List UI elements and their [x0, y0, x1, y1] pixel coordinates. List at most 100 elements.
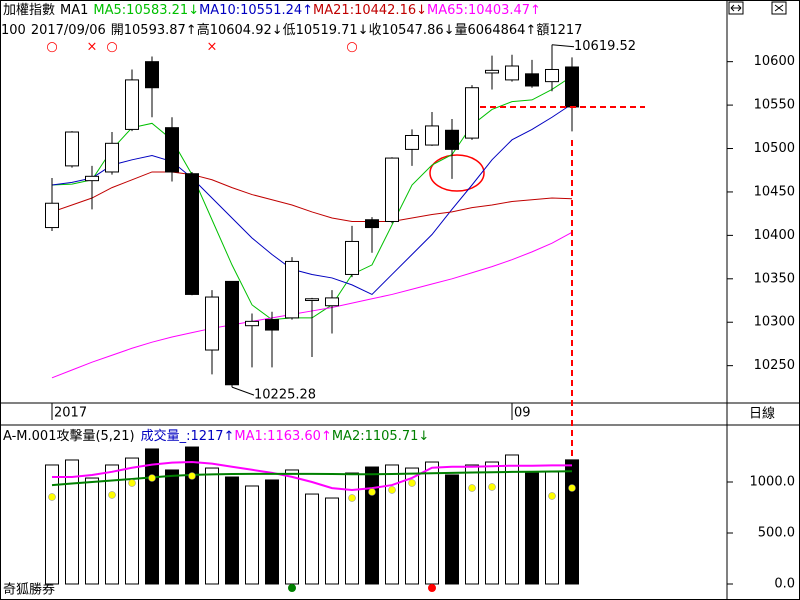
legend-entry: MA2:1105.71↓ — [332, 429, 429, 444]
volume-bar — [425, 461, 439, 585]
x-tick-label: 09 — [514, 406, 531, 421]
candle-body — [325, 297, 339, 307]
candle-body — [565, 66, 579, 108]
candle-body — [365, 219, 379, 229]
annotation-leader — [551, 44, 575, 48]
info-item: 開10593.87↑ — [111, 23, 197, 38]
y-tick-label: 10550 — [754, 98, 795, 113]
volume-bar — [565, 459, 579, 585]
indicator-dot — [108, 491, 116, 499]
candle-body — [105, 142, 119, 173]
volume-bar — [305, 493, 319, 585]
annotation: 10225.28 — [254, 388, 316, 403]
indicator-dot — [128, 479, 136, 487]
y-tick-label: 10300 — [754, 315, 795, 330]
indicator-dot — [548, 492, 556, 500]
ma-line — [51, 470, 573, 487]
indicator-dot — [368, 488, 376, 496]
y-tick-label: 0.0 — [774, 576, 795, 591]
candle-body — [205, 296, 219, 351]
info-item: 100 — [1, 23, 26, 38]
legend: 加權指數 MA1 MA5:10583.21↓MA10:10551.24↑MA21:1… — [3, 3, 541, 18]
volume-bar — [145, 448, 159, 585]
candle-body — [485, 69, 499, 74]
legend-entry: MA65:10403.47↑ — [427, 3, 541, 18]
y-tick-label: 10250 — [754, 358, 795, 373]
y-tick-label: 10450 — [754, 184, 795, 199]
indicator-dot — [488, 483, 496, 491]
candle-body — [385, 157, 399, 222]
candle-body — [285, 260, 299, 319]
info-line: 100 2017/09/06 開10593.87↑高10604.92↓低10519.… — [1, 22, 582, 38]
volume-bar — [345, 472, 359, 585]
info-item: 量6064864↑ — [455, 23, 537, 38]
volume-bar — [85, 477, 99, 585]
candle-body — [45, 202, 59, 229]
candle-body — [265, 319, 279, 331]
volume-bar — [325, 497, 339, 585]
annotation: 10619.52 — [574, 39, 636, 54]
candle-body — [165, 127, 179, 173]
y-tick-label: 10500 — [754, 141, 795, 156]
volume-bar — [485, 461, 499, 585]
candle-body — [245, 320, 259, 327]
volume-bar — [285, 469, 299, 585]
candle-body — [405, 134, 419, 150]
bottom-signal — [428, 584, 436, 592]
legend-entry: MA10:10551.24↑ — [199, 3, 313, 18]
y-tick-label: 1000.0 — [750, 475, 796, 490]
panel-title: A-M.001攻擊量(5,21) — [3, 428, 135, 444]
info-item: 收10547.86↓ — [369, 23, 455, 38]
volume-bar — [365, 466, 379, 585]
signal: × — [207, 40, 218, 55]
signal: ○ — [46, 40, 57, 55]
toolbar-icons[interactable] — [728, 1, 787, 15]
volume-bar — [505, 454, 519, 585]
candle-body — [445, 129, 459, 150]
volume-bar — [265, 479, 279, 585]
ma-line — [51, 103, 573, 296]
volume-bar — [525, 472, 539, 585]
indicator-dot — [388, 486, 396, 494]
candle-body — [505, 65, 519, 81]
indicator-dot — [568, 484, 576, 492]
y-tick-label: 10400 — [754, 228, 795, 243]
candle-body — [425, 125, 439, 146]
indicator-dot — [188, 472, 196, 480]
volume-bar — [245, 485, 259, 585]
volume-bar — [105, 464, 119, 585]
bottom-signal — [288, 584, 296, 592]
volume-bar — [165, 469, 179, 585]
candle-body — [465, 87, 479, 139]
volume-bar — [545, 471, 559, 585]
icon-glyph — [774, 4, 784, 12]
volume-bar — [445, 474, 459, 585]
candle-body — [85, 175, 99, 182]
period-label: 日線 — [749, 406, 775, 422]
legend: A-M.001攻擊量(5,21) 成交量_:1217↑MA1:1163.60↑MA… — [3, 428, 429, 444]
indicator-dot — [408, 479, 416, 487]
info-item: 額1217 — [536, 23, 582, 38]
ma-line — [51, 171, 573, 222]
candle-body — [545, 68, 559, 83]
indicator-dot — [468, 484, 476, 492]
ma-line — [52, 461, 573, 491]
info-item: 低10519.71↓ — [283, 23, 369, 38]
candle-body — [125, 79, 139, 130]
indicator-dot — [148, 474, 156, 482]
candle-body — [525, 73, 539, 87]
volume-bar — [205, 467, 219, 585]
volume-bar — [185, 446, 199, 585]
y-tick-label: 10350 — [754, 271, 795, 286]
icon-glyph — [730, 4, 742, 12]
volume-bar — [225, 476, 239, 585]
indicator-dot — [348, 494, 356, 502]
y-tick-label: 500.0 — [758, 525, 795, 540]
candle-body — [305, 298, 319, 302]
legend-entry: MA21:10442.16↓ — [313, 3, 427, 18]
legend-entry: MA1:1163.60↑ — [234, 429, 331, 444]
info-item: 2017/09/06 — [31, 23, 106, 38]
y-tick-label: 10600 — [754, 54, 795, 69]
